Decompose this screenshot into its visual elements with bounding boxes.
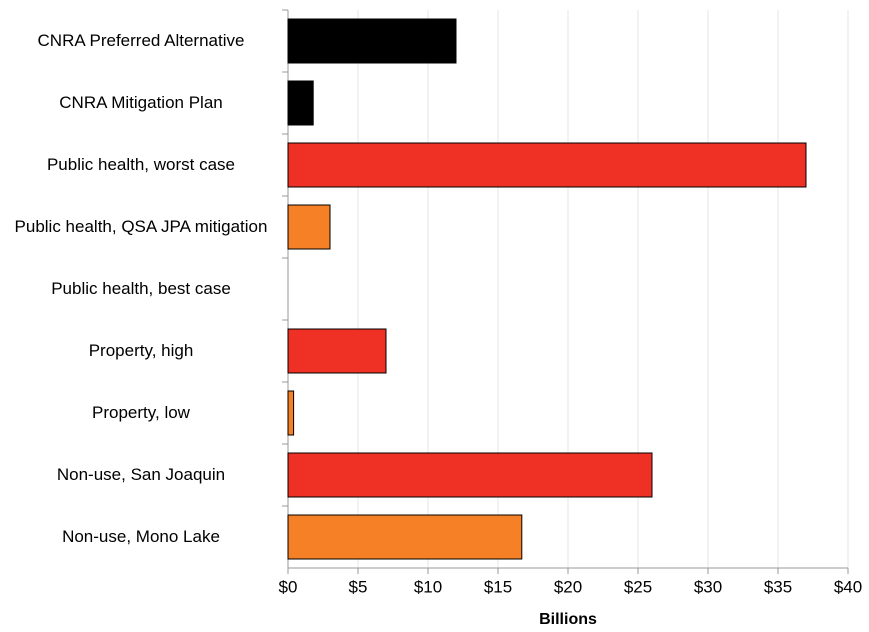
x-axis-title: Billions [539,611,597,628]
bar [287,328,387,374]
x-tick-label: $0 [279,577,298,596]
y-tick-label: CNRA Preferred Alternative [37,31,245,50]
bar [287,204,331,250]
bar [287,142,807,188]
x-tick-label: $30 [694,577,722,596]
y-tick-label: Public health, best case [51,279,231,298]
y-tick-label: Public health, worst case [46,155,236,174]
x-tick-label: $20 [554,577,582,596]
x-tick-label: $35 [764,577,792,596]
bar [287,390,295,436]
x-tick-label: $40 [834,577,862,596]
bar [287,452,653,498]
bar [287,514,523,560]
y-tick-label: CNRA Mitigation Plan [59,93,223,112]
y-tick-label: Property, low [92,403,190,422]
x-tick-label: $25 [624,577,652,596]
x-tick-label: $5 [349,577,368,596]
bar [287,80,314,126]
bar [287,18,457,64]
x-tick-label: $10 [414,577,442,596]
y-tick-label: Non-use, Mono Lake [62,527,220,546]
y-tick-label: Public health, QSA JPA mitigation [14,217,268,236]
y-tick-label: Non-use, San Joaquin [56,465,226,484]
x-tick-label: $15 [484,577,512,596]
y-tick-label: Property, high [88,341,194,360]
